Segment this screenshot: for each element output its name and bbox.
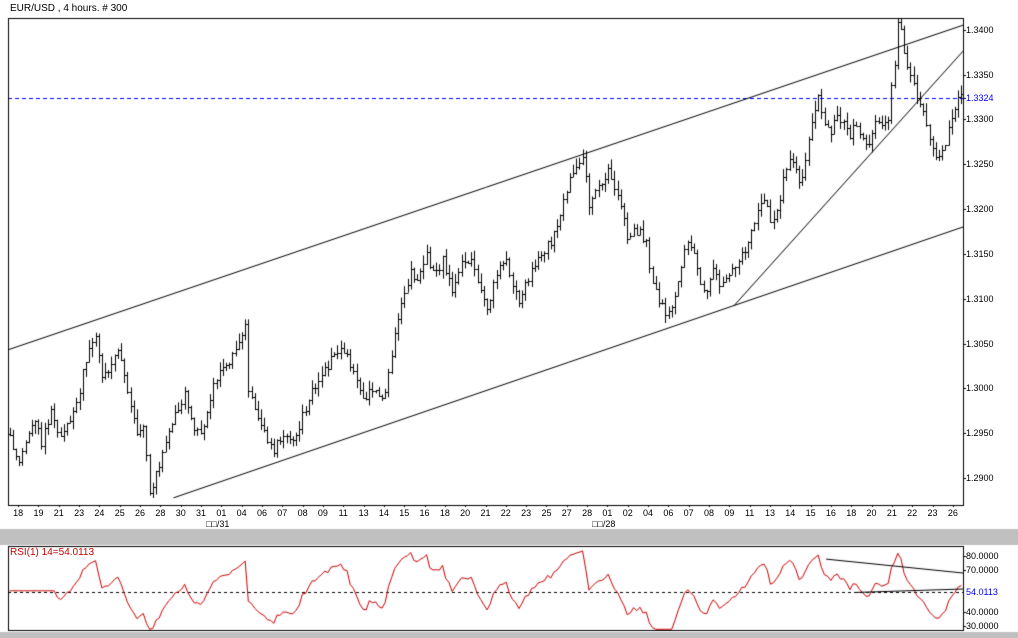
date-axis-label: 22 — [500, 508, 511, 518]
date-axis-label: 16 — [419, 508, 430, 518]
date-axis-label: 15 — [805, 508, 816, 518]
date-axis-label: 26 — [135, 508, 146, 518]
date-axis-label: 07 — [277, 508, 288, 518]
date-axis-label: 28 — [582, 508, 593, 518]
date-axis-label: 18 — [846, 508, 857, 518]
price-axis-label: 1.3400 — [966, 25, 994, 35]
date-axis-label: 24 — [94, 508, 105, 518]
date-axis-label: 14 — [378, 508, 389, 518]
date-axis-label: 18 — [439, 508, 450, 518]
date-axis-label: 01 — [216, 508, 227, 518]
date-axis-label: 31 — [196, 508, 207, 518]
date-axis-label: 02 — [622, 508, 633, 518]
date-axis-label: 09 — [724, 508, 735, 518]
rsi-axis-label: 30.0000 — [966, 621, 999, 631]
date-axis-label: 25 — [114, 508, 125, 518]
current-price-label: 1.3324 — [966, 93, 994, 103]
date-axis-label: 21 — [886, 508, 897, 518]
rsi-value-label: 54.0113 — [966, 587, 998, 597]
price-axis-label: 1.3100 — [966, 294, 994, 304]
date-axis-label: 11 — [744, 508, 755, 518]
date-axis-label: 16 — [825, 508, 836, 518]
date-axis-label: 06 — [256, 508, 267, 518]
date-axis-label: 28 — [155, 508, 166, 518]
date-axis-label: 04 — [643, 508, 654, 518]
rsi-axis-label: 80.0000 — [966, 551, 999, 561]
date-axis-label: 09 — [317, 508, 328, 518]
price-axis-label: 1.2950 — [966, 428, 994, 438]
date-axis-label: 21 — [480, 508, 491, 518]
date-axis-label: 01 — [602, 508, 613, 518]
date-axis-label: 11 — [338, 508, 348, 518]
date-axis-label: 18 — [13, 508, 24, 518]
date-axis-label: 08 — [703, 508, 714, 518]
date-axis-label: 26 — [947, 508, 958, 518]
price-axis-label: 1.3150 — [966, 249, 994, 259]
date-axis-label: 21 — [53, 508, 64, 518]
month-marker: □□/28 — [592, 519, 616, 529]
date-axis-label: 08 — [297, 508, 308, 518]
month-marker: □□/31 — [206, 519, 230, 529]
rsi-axis-label: 40.0000 — [966, 607, 999, 617]
price-axis-label: 1.2900 — [966, 473, 994, 483]
date-axis-label: 15 — [399, 508, 410, 518]
price-axis-label: 1.3200 — [966, 204, 994, 214]
date-axis-label: 23 — [927, 508, 938, 518]
price-axis-label: 1.3250 — [966, 159, 994, 169]
date-axis-label: 07 — [683, 508, 694, 518]
date-axis-label: 27 — [561, 508, 572, 518]
rsi-indicator-label: RSI(1) 14=54.0113 — [10, 547, 95, 558]
date-axis-label: 25 — [541, 508, 552, 518]
date-axis-label: 04 — [236, 508, 247, 518]
date-axis-label: 13 — [764, 508, 775, 518]
date-axis-label: 19 — [33, 508, 44, 518]
date-axis-label: 23 — [74, 508, 85, 518]
date-axis-label: 13 — [358, 508, 369, 518]
price-axis-label: 1.3350 — [966, 70, 994, 80]
price-axis-label: 1.3000 — [966, 383, 994, 393]
date-axis-label: 14 — [785, 508, 796, 518]
date-axis-label: 20 — [460, 508, 471, 518]
date-axis-label: 23 — [521, 508, 532, 518]
date-axis-label: 06 — [663, 508, 674, 518]
date-axis-label: 30 — [175, 508, 186, 518]
date-axis-label: 22 — [907, 508, 918, 518]
chart-title: EUR/USD , 4 hours. # 300 — [10, 3, 128, 14]
price-axis-label: 1.3050 — [966, 339, 994, 349]
date-axis-label: 20 — [866, 508, 877, 518]
price-axis-label: 1.3300 — [966, 114, 994, 124]
rsi-axis-label: 70.0000 — [966, 565, 999, 575]
